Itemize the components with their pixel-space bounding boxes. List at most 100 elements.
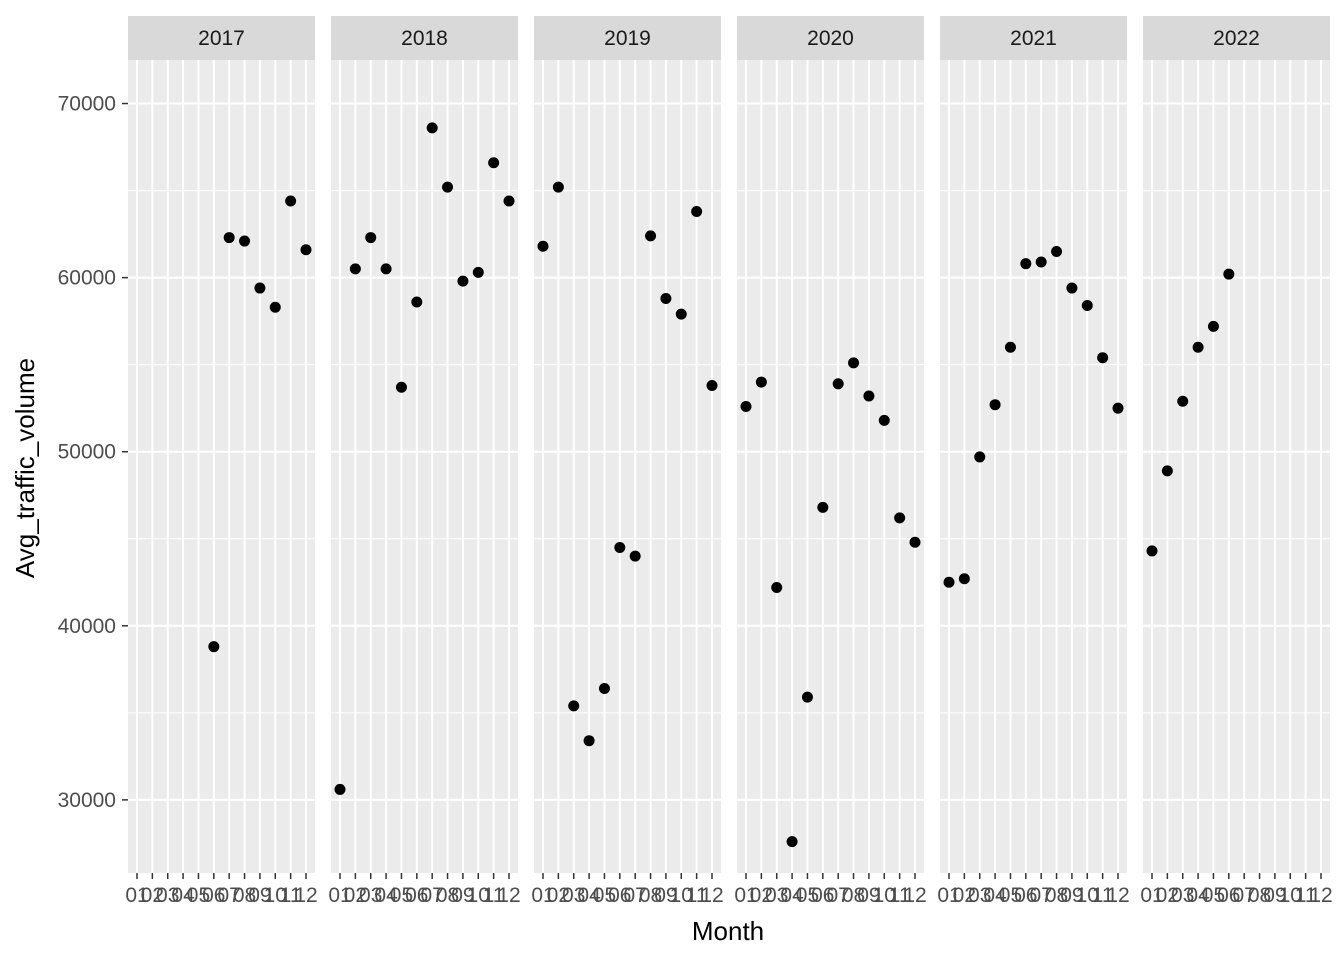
y-axis-title: Avg_traffic_volume: [10, 358, 40, 578]
y-tick-label: 30000: [58, 789, 116, 812]
x-tick-label: 11: [1092, 884, 1114, 907]
x-tick-label: 09: [451, 884, 474, 907]
data-point: [537, 240, 549, 252]
data-point: [568, 700, 580, 712]
data-point: [254, 282, 266, 294]
x-tick-label: 02: [547, 884, 570, 907]
x-tick-label: 01: [531, 884, 554, 907]
facet-strip-label: 2017: [198, 27, 245, 50]
x-tick-label: 08: [842, 884, 865, 907]
x-tick-label: 07: [218, 884, 241, 907]
data-point: [300, 244, 312, 256]
data-point: [863, 390, 875, 402]
x-tick-label: 10: [264, 884, 287, 907]
x-tick-label: 04: [374, 884, 398, 907]
x-tick-label: 09: [857, 884, 880, 907]
data-point: [1097, 352, 1109, 364]
x-tick-label: 07: [624, 884, 647, 907]
x-tick-label: 01: [125, 884, 148, 907]
data-point: [771, 581, 783, 593]
x-tick-label: 05: [796, 884, 819, 907]
data-point: [503, 195, 515, 207]
x-tick-label: 08: [1248, 884, 1271, 907]
x-tick-label: 10: [873, 884, 896, 907]
facet-strip-label: 2022: [1213, 27, 1260, 50]
x-tick-label: 11: [280, 884, 302, 907]
data-point: [1051, 245, 1063, 257]
data-point: [395, 381, 407, 393]
data-point: [817, 501, 829, 513]
x-tick-label: 02: [750, 884, 773, 907]
x-tick-label: 05: [999, 884, 1022, 907]
data-point: [614, 541, 626, 553]
x-tick-label: 04: [1186, 884, 1210, 907]
x-tick-label: 04: [983, 884, 1007, 907]
x-tick-label: 07: [421, 884, 444, 907]
data-point: [848, 357, 860, 369]
x-tick-label: 07: [1233, 884, 1256, 907]
data-point: [1161, 465, 1173, 477]
data-point: [706, 380, 718, 392]
data-point: [1146, 545, 1158, 557]
y-tick-label: 50000: [58, 441, 116, 464]
x-tick-label: 05: [187, 884, 210, 907]
facet-strip-label: 2021: [1010, 27, 1057, 50]
x-tick-label: 10: [467, 884, 490, 907]
data-point: [598, 682, 610, 694]
facet-strip: [1143, 16, 1330, 60]
data-point: [675, 308, 687, 320]
data-point: [1177, 395, 1189, 407]
x-tick-label: 06: [811, 884, 834, 907]
panel-background: [331, 60, 518, 873]
data-point: [1112, 402, 1124, 414]
data-point: [755, 376, 767, 388]
x-tick-label: 06: [608, 884, 631, 907]
data-point: [442, 181, 454, 193]
x-tick-label: 09: [654, 884, 677, 907]
x-tick-label: 03: [562, 884, 585, 907]
panel-background: [1143, 60, 1330, 873]
data-point: [1020, 258, 1032, 270]
x-tick-label: 05: [1202, 884, 1225, 907]
data-point: [365, 232, 377, 244]
x-tick-label: 12: [497, 884, 520, 907]
x-tick-label: 03: [156, 884, 179, 907]
data-point: [629, 550, 641, 562]
x-tick-label: 09: [1060, 884, 1083, 907]
data-point: [645, 230, 657, 242]
x-tick-label: 12: [1309, 884, 1332, 907]
x-tick-label: 12: [903, 884, 926, 907]
data-point: [285, 195, 297, 207]
x-tick-label: 02: [1156, 884, 1179, 907]
facet-panels: 2017010203040506070809101112201801020304…: [125, 16, 1333, 907]
facet-strip-label: 2018: [401, 27, 448, 50]
data-point: [239, 235, 251, 247]
x-tick-label: 12: [700, 884, 723, 907]
data-point: [349, 263, 361, 275]
x-tick-label: 08: [639, 884, 662, 907]
x-tick-label: 03: [1171, 884, 1194, 907]
x-tick-label: 01: [734, 884, 757, 907]
x-tick-label: 09: [1263, 884, 1286, 907]
data-point: [894, 512, 906, 524]
data-point: [1207, 320, 1219, 332]
data-point: [1066, 282, 1078, 294]
panel-background: [534, 60, 721, 873]
x-tick-label: 07: [827, 884, 850, 907]
data-point: [943, 576, 955, 588]
data-point: [801, 691, 813, 703]
data-point: [552, 181, 564, 193]
data-point: [411, 296, 423, 308]
data-point: [909, 536, 921, 548]
y-tick-label: 70000: [58, 93, 116, 116]
x-tick-label: 10: [1279, 884, 1302, 907]
data-point: [223, 232, 235, 244]
x-tick-label: 01: [328, 884, 351, 907]
data-point: [691, 205, 703, 217]
x-tick-label: 04: [577, 884, 601, 907]
y-tick-label: 60000: [58, 267, 116, 290]
x-tick-label: 12: [294, 884, 317, 907]
